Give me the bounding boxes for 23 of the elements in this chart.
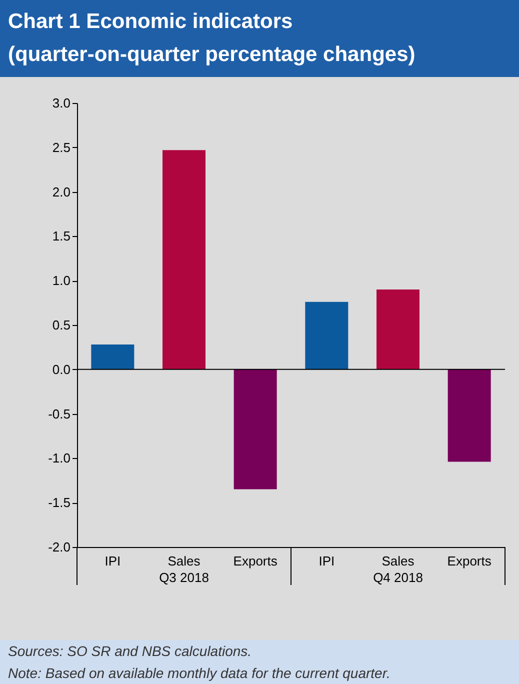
x-tick-label: IPI xyxy=(318,554,335,568)
x-tick-label: Exports xyxy=(233,554,278,568)
y-tick-label: -2.0 xyxy=(48,540,70,554)
y-tick-label: -1.5 xyxy=(48,495,70,510)
y-tick-label: -1.0 xyxy=(48,450,70,466)
y-tick-label: -0.5 xyxy=(48,406,70,422)
y-tick-label: 1.0 xyxy=(52,273,70,288)
x-tick-label: IPI xyxy=(104,554,121,568)
y-tick-label: 1.5 xyxy=(52,228,70,244)
text: Q4 2018 xyxy=(373,570,423,585)
x-tick-label: Sales xyxy=(382,554,415,568)
y-tick-label: 3.0 xyxy=(52,96,70,110)
chart-subtitle: (quarter-on-quarter percentage changes) xyxy=(8,43,416,66)
text: Note: Based on available monthly data for the current quarter. xyxy=(8,665,390,681)
y-tick-label: 2.5 xyxy=(52,140,70,155)
source-note: Sources: SO SR and NBS calculations. xyxy=(8,643,252,659)
y-tick-label: 2.0 xyxy=(52,184,70,200)
x-tick-label: Exports xyxy=(447,554,492,568)
chart-title: Chart 1 Economic indicators xyxy=(8,10,293,33)
text: Q3 2018 xyxy=(159,570,209,585)
y-tick-label: 0.0 xyxy=(52,362,70,377)
x-tick-label: Sales xyxy=(168,554,201,568)
y-tick-label: 0.5 xyxy=(52,318,70,332)
